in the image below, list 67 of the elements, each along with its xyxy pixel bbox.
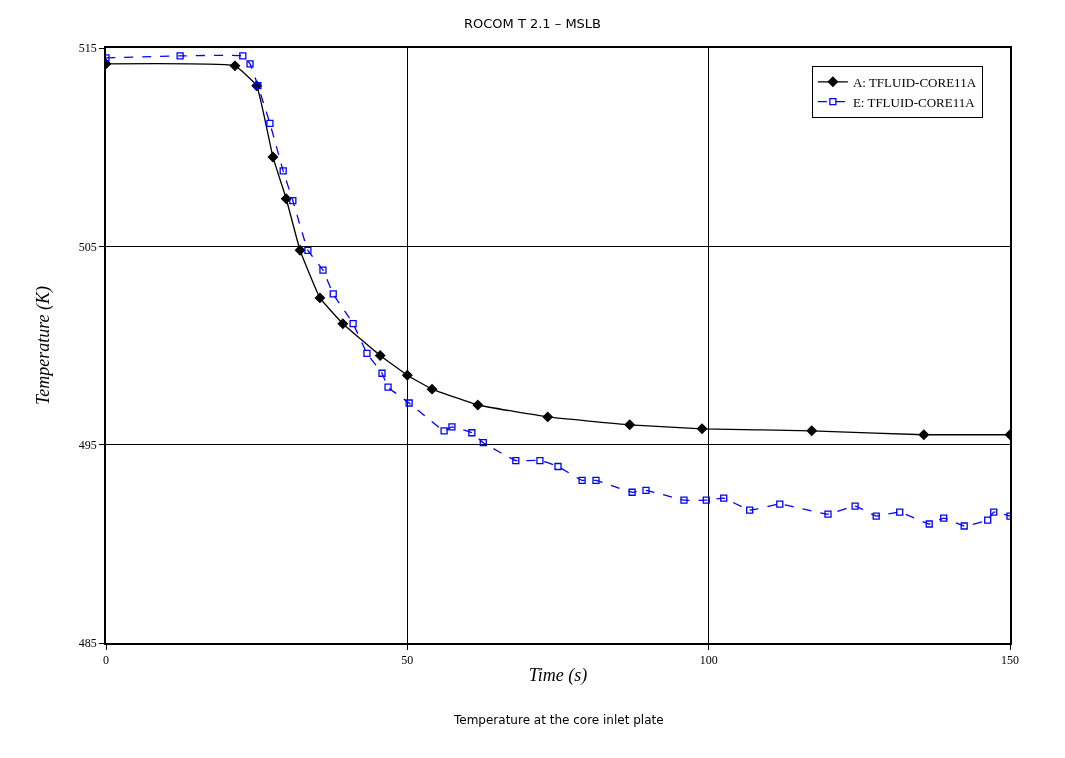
x-tick-label: 0 xyxy=(103,653,109,668)
point xyxy=(294,245,306,256)
point xyxy=(776,500,784,508)
point xyxy=(440,427,448,435)
point xyxy=(229,60,241,72)
point xyxy=(918,429,930,440)
point xyxy=(246,60,254,68)
point xyxy=(479,439,487,447)
point xyxy=(578,476,586,485)
point xyxy=(384,383,392,391)
point xyxy=(984,516,992,524)
x-tick-label: 50 xyxy=(401,653,414,668)
point xyxy=(642,486,650,494)
y-tick-label: 495 xyxy=(78,437,97,452)
point xyxy=(806,425,817,436)
point xyxy=(405,399,413,407)
point xyxy=(239,52,247,60)
point xyxy=(702,496,710,504)
y-tick-label: 485 xyxy=(78,636,97,651)
point xyxy=(872,512,880,520)
legend-label: A: TFLUID-CORE11A xyxy=(852,74,977,90)
point xyxy=(851,502,859,510)
point xyxy=(960,522,968,530)
point xyxy=(266,119,274,128)
point xyxy=(304,246,312,254)
point xyxy=(402,370,413,381)
x-axis-title: Time (s) xyxy=(528,664,588,686)
point xyxy=(896,508,904,516)
point xyxy=(940,514,948,522)
y-axis-title: Temperature (K) xyxy=(32,285,54,406)
point xyxy=(624,419,635,431)
point xyxy=(363,349,371,358)
point xyxy=(542,411,553,423)
point xyxy=(375,350,386,361)
point xyxy=(349,320,357,328)
point xyxy=(512,456,520,465)
point xyxy=(279,167,287,175)
point xyxy=(329,290,337,298)
point xyxy=(448,423,456,431)
y-tick-label: 515 xyxy=(78,41,97,56)
point xyxy=(289,197,297,205)
point xyxy=(267,151,279,163)
point xyxy=(990,508,998,516)
point xyxy=(628,488,636,496)
point xyxy=(696,423,708,434)
point xyxy=(426,383,438,395)
point xyxy=(468,429,476,437)
point xyxy=(378,369,386,377)
point xyxy=(746,506,754,514)
point xyxy=(824,510,832,518)
point xyxy=(319,266,327,274)
point xyxy=(536,456,544,465)
x-tick-label: 100 xyxy=(699,653,718,668)
chart-title: ROCOM T 2.1 – MSLB xyxy=(463,16,602,32)
x-tick-label: 150 xyxy=(1001,653,1019,668)
point xyxy=(337,318,349,329)
point xyxy=(720,494,728,502)
point xyxy=(554,462,562,471)
point xyxy=(680,496,688,504)
point xyxy=(176,52,184,60)
point xyxy=(925,520,933,528)
point xyxy=(314,292,326,304)
y-tick-label: 505 xyxy=(78,239,97,254)
legend-label: E: TFLUID-CORE11A xyxy=(852,94,976,110)
text: Temperature at the core inlet plate xyxy=(453,713,664,727)
point xyxy=(472,399,484,411)
point xyxy=(592,476,600,485)
